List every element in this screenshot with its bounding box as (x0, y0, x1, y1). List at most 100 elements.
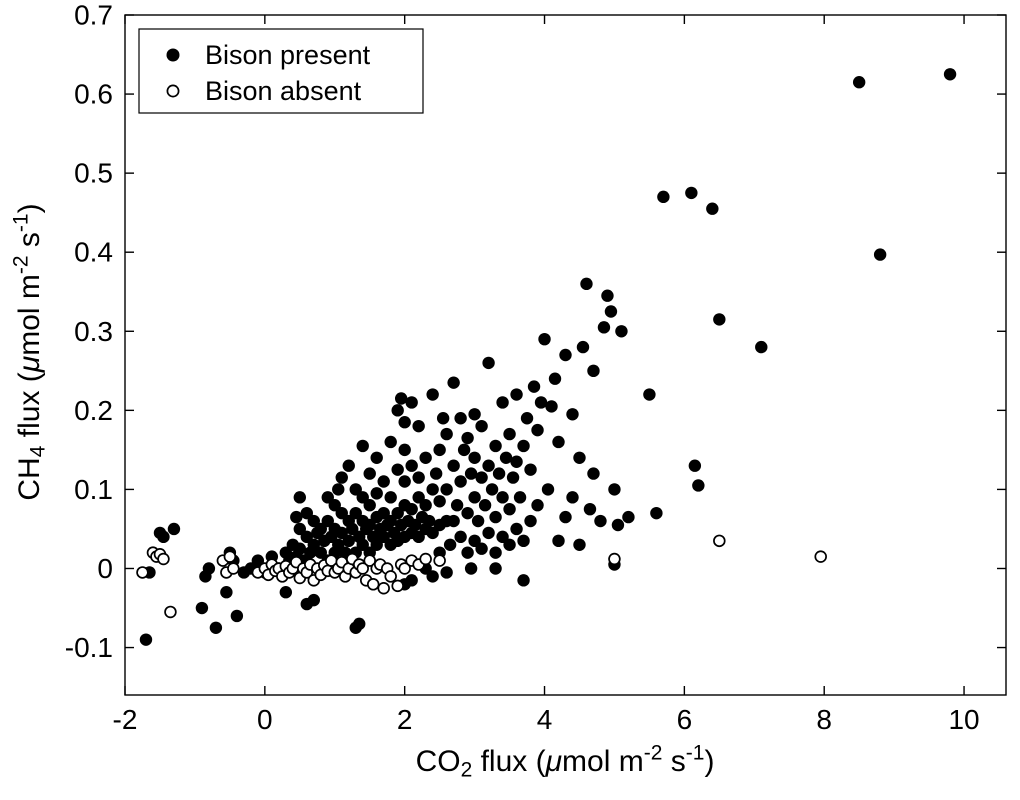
y-tick-label: 0.3 (74, 316, 113, 347)
data-point-bison-present (447, 459, 460, 472)
data-point-bison-present (209, 621, 223, 634)
data-point-bison-present (405, 502, 418, 516)
data-point-bison-present (534, 396, 548, 409)
data-point-bison-present (524, 514, 537, 528)
data-point-bison-present (527, 380, 541, 393)
data-point-bison-present (363, 499, 376, 512)
label-run: ) (704, 745, 715, 779)
data-point-bison-present (873, 248, 887, 261)
data-point-bison-present (506, 471, 520, 484)
data-point-bison-absent (366, 578, 380, 591)
data-point-bison-present (482, 526, 495, 540)
data-point-bison-present (447, 376, 460, 389)
data-point-bison-present (503, 502, 516, 516)
data-point-bison-present (440, 483, 453, 496)
data-point-bison-present (545, 400, 558, 413)
data-point-bison-present (454, 412, 467, 425)
y-axis-label: CH4 flux (μmol m-2 s-1) (10, 203, 51, 500)
label-run: -1 (685, 741, 705, 765)
x-axis-label: CO2 flux (μmol m-2 s-1) (416, 742, 715, 783)
data-point-bison-present (541, 483, 555, 496)
y-tick-label: 0.1 (74, 474, 113, 505)
data-point-bison-present (489, 510, 502, 524)
label-run: mol m (13, 274, 47, 356)
data-point-bison-present (608, 483, 621, 496)
label-run: CH (13, 457, 47, 501)
data-point-bison-present (293, 542, 307, 555)
data-point-bison-present (139, 633, 153, 646)
legend: Bison present Bison absent (138, 28, 424, 114)
data-point-bison-present (356, 439, 369, 453)
data-point-bison-present (852, 76, 866, 89)
data-point-bison-present (419, 451, 432, 464)
series-bison-absent (136, 534, 827, 619)
data-point-bison-present (447, 514, 460, 528)
data-point-bison-present (475, 542, 488, 555)
data-point-bison-present (531, 423, 544, 437)
label-run: mol m (562, 745, 644, 779)
data-point-bison-present (594, 514, 607, 528)
series-bison-present (139, 68, 957, 646)
y-tick-label: 0 (97, 553, 113, 584)
data-point-bison-present (587, 467, 600, 480)
data-point-bison-present (377, 475, 390, 488)
label-run: -2 (9, 255, 33, 275)
data-point-bison-absent (136, 566, 149, 579)
x-tick-label: 6 (677, 704, 693, 735)
data-point-bison-present (548, 372, 562, 385)
label-run: s (662, 745, 686, 779)
y-tick-label: 0.6 (74, 79, 113, 110)
data-point-bison-present (342, 534, 355, 548)
data-point-bison-present (230, 609, 244, 623)
x-tick-labels: -2 0 2 4 6 8 10 (113, 704, 980, 735)
data-point-bison-present (576, 340, 590, 354)
label-run: flux ( (472, 745, 546, 779)
data-point-bison-absent (398, 562, 411, 575)
data-point-bison-present (552, 435, 565, 449)
data-point-bison-present (611, 518, 625, 532)
label-run: ) (13, 203, 47, 214)
data-point-bison-present (419, 499, 432, 512)
data-point-bison-present (398, 475, 411, 488)
x-tick-label: 4 (537, 704, 553, 735)
data-point-bison-present (384, 435, 397, 449)
data-point-bison-present (464, 467, 478, 480)
data-point-bison-present (713, 313, 726, 326)
data-point-bison-present (426, 388, 439, 401)
data-point-bison-present (531, 499, 544, 512)
label-run: CO (415, 745, 461, 779)
data-point-bison-absent (433, 554, 446, 567)
data-point-bison-present (468, 491, 481, 504)
data-point-bison-absent (608, 552, 621, 566)
legend-border (138, 28, 424, 114)
data-point-bison-present (706, 202, 719, 215)
data-point-bison-present (335, 471, 348, 484)
data-point-bison-present (604, 305, 618, 318)
data-point-bison-present (353, 617, 366, 631)
data-point-bison-present (461, 546, 474, 559)
data-point-bison-absent (223, 550, 237, 563)
data-point-bison-present (332, 483, 345, 496)
data-point-bison-present (566, 491, 579, 504)
data-point-bison-absent (391, 579, 404, 593)
data-point-bison-present (597, 321, 611, 334)
legend-label-present: Bison present (205, 40, 371, 70)
data-point-bison-present (552, 534, 565, 548)
data-point-bison-present (471, 514, 485, 528)
data-point-bison-present (489, 546, 502, 559)
data-point-bison-present (503, 427, 516, 441)
data-point-bison-present (426, 570, 439, 583)
data-point-bison-present (601, 289, 614, 302)
data-point-bison-present (454, 475, 467, 488)
label-run: s (13, 232, 47, 256)
data-point-bison-present (454, 530, 467, 544)
data-point-bison-present (573, 451, 586, 464)
label-run: 4 (26, 445, 50, 458)
x-tick-label: 0 (257, 704, 273, 735)
x-tick-label: -2 (113, 704, 138, 735)
data-point-bison-present (422, 514, 436, 528)
data-point-bison-present (622, 510, 635, 524)
data-point-bison-present (688, 459, 702, 472)
data-point-bison-present (363, 467, 376, 480)
